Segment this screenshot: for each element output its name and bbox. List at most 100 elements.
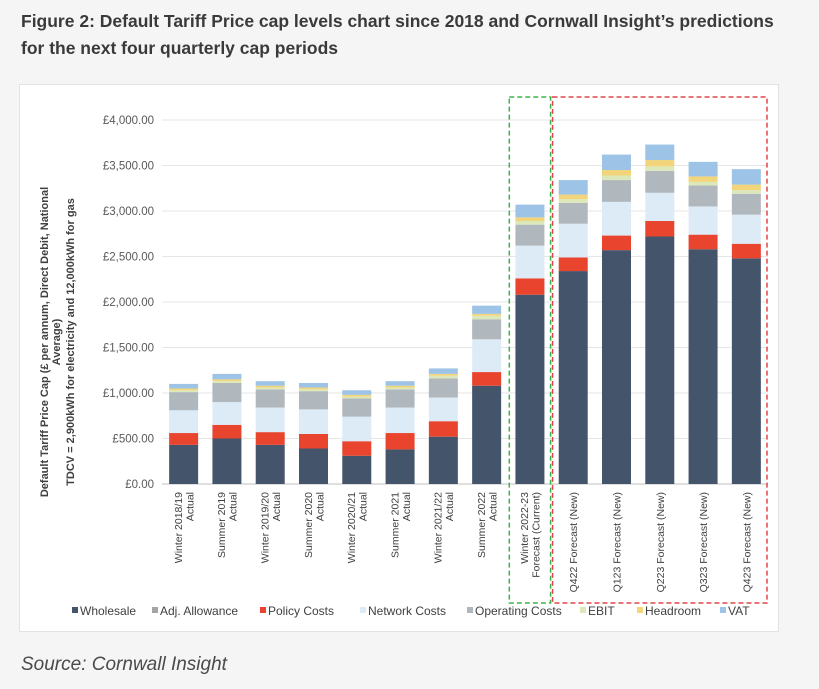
bar-segment — [342, 416, 372, 442]
bar-segment — [558, 271, 588, 484]
legend-swatch — [580, 607, 586, 613]
bar-segment — [428, 397, 458, 422]
bar-segment — [212, 373, 242, 380]
bar-segment — [472, 339, 502, 373]
bar-segment — [169, 433, 199, 445]
legend-label: Wholesale — [80, 604, 136, 618]
x-tick-label-line: Actual — [271, 492, 283, 521]
bar-segment — [212, 402, 242, 425]
y-axis-ticks: £0.00 £500.00 £1,000.00 £1,500.00 £2,000.00 £… — [103, 115, 154, 491]
bar-segment — [688, 185, 718, 207]
x-tick-label-line: Actual — [444, 492, 456, 521]
bar-segment — [602, 235, 631, 251]
x-tick-label-line: Actual — [184, 492, 196, 521]
legend-label: Adj. Allowance — [160, 604, 238, 618]
gridlines — [162, 119, 768, 485]
x-tick-label: Winter 2022-23 Forecast (Current) — [519, 492, 543, 578]
bar-segment — [428, 436, 458, 484]
bar-segment — [515, 204, 545, 218]
y-axis-label: Default Tariff Price Cap (£ per annum, D… — [39, 187, 77, 497]
bar-segment — [428, 421, 458, 437]
figure-caption: Figure 2: Default Tariff Price cap level… — [21, 11, 774, 58]
x-tick-label-line: Forecast (Current) — [531, 492, 543, 578]
x-tick-label: Q123 Forecast (New) — [612, 492, 624, 592]
bar-segment — [731, 184, 761, 191]
y-tick-label: £3,000.00 — [103, 206, 154, 218]
bar-segment — [731, 214, 761, 244]
bar-segment — [558, 223, 588, 258]
x-tick-label-line: Summer 2021 — [389, 492, 401, 558]
legend-swatch — [152, 607, 158, 613]
stacked-bar-chart: £0.00 £500.00 £1,000.00 £1,500.00 £2,000.00 £… — [39, 96, 768, 618]
bar-segment — [299, 448, 328, 484]
x-tick-label-line: Summer 2022 — [476, 492, 488, 558]
bar-segment — [602, 250, 631, 484]
y-tick-label: £3,500.00 — [103, 161, 154, 173]
bar-segment — [299, 433, 328, 449]
bar-segment — [212, 382, 242, 403]
source-note: Source: Cornwall Insight — [21, 654, 227, 675]
bar-segment — [472, 315, 502, 320]
x-tick-label-line: Actual — [401, 492, 413, 521]
bar-segment — [299, 387, 328, 390]
bar-segment — [515, 245, 545, 279]
legend: Wholesale Adj. Allowance Policy Costs Netwo… — [72, 604, 750, 618]
legend-swatch — [360, 607, 366, 613]
legend-label: VAT — [728, 604, 750, 618]
bar-segment — [472, 372, 502, 386]
legend-label: Operating Costs — [475, 604, 562, 618]
bar-segment — [212, 424, 242, 439]
bar-segment — [558, 194, 588, 200]
x-tick-label: Winter 2020/21 Actual — [346, 492, 370, 563]
bar-segment — [169, 383, 199, 389]
bar-segment — [169, 392, 199, 411]
bar-segment — [255, 381, 285, 386]
bar-segment — [385, 389, 415, 408]
bar-segment — [255, 387, 285, 390]
bar-segment — [385, 381, 415, 386]
bar-segment — [169, 390, 199, 393]
highlight-boxes — [508, 96, 768, 604]
legend-swatch — [637, 607, 643, 613]
bar-segment — [731, 243, 761, 259]
legend-swatch — [467, 607, 473, 613]
x-tick-label: Summer 2020 Actual — [303, 492, 327, 558]
bar-segment — [645, 160, 675, 167]
x-tick-label: Q223 Forecast (New) — [655, 492, 667, 592]
bar-segment — [602, 201, 631, 236]
x-tick-label-line: Actual — [358, 492, 370, 521]
x-tick-label: Winter 2019/20 Actual — [259, 492, 283, 563]
x-tick-label-line: Summer 2019 — [216, 492, 228, 558]
bar-segment — [385, 387, 415, 390]
bar-segment — [255, 389, 285, 408]
bar-segment — [645, 221, 675, 237]
legend-label: EBIT — [588, 604, 615, 618]
x-tick-label: Winter 2021/22 Actual — [433, 492, 457, 563]
bar-segment — [385, 407, 415, 434]
bar-segment — [515, 224, 545, 246]
y-tick-label: £1,500.00 — [103, 343, 154, 355]
bar-segment — [688, 234, 718, 250]
bar-segment — [515, 278, 545, 295]
x-tick-label-line: Q323 Forecast (New) — [698, 492, 710, 592]
bar-segment — [515, 294, 545, 484]
x-tick-label-line: Winter 2019/20 — [259, 492, 271, 563]
bar-segment — [602, 180, 631, 202]
bar-segment — [645, 166, 675, 171]
bar-segment — [688, 176, 718, 182]
bar-segment — [385, 449, 415, 484]
bar-segment — [255, 385, 285, 388]
bar-segment — [169, 388, 199, 391]
bar-segment — [169, 410, 199, 434]
legend-swatch — [72, 607, 78, 613]
x-tick-label-line: Winter 2018/19 — [173, 492, 185, 563]
x-tick-label: Summer 2022 Actual — [476, 492, 500, 558]
y-tick-label: £4,000.00 — [103, 115, 154, 127]
bar-segment — [428, 378, 458, 398]
x-tick-label-line: Winter 2022-23 — [519, 492, 531, 564]
bar-segment — [342, 455, 372, 484]
bar-segment — [688, 206, 718, 235]
y-axis-title-line: Default Tariff Price Cap (£ per annum, D… — [39, 187, 51, 497]
bar-segment — [169, 444, 199, 484]
bar-segment — [212, 438, 242, 484]
